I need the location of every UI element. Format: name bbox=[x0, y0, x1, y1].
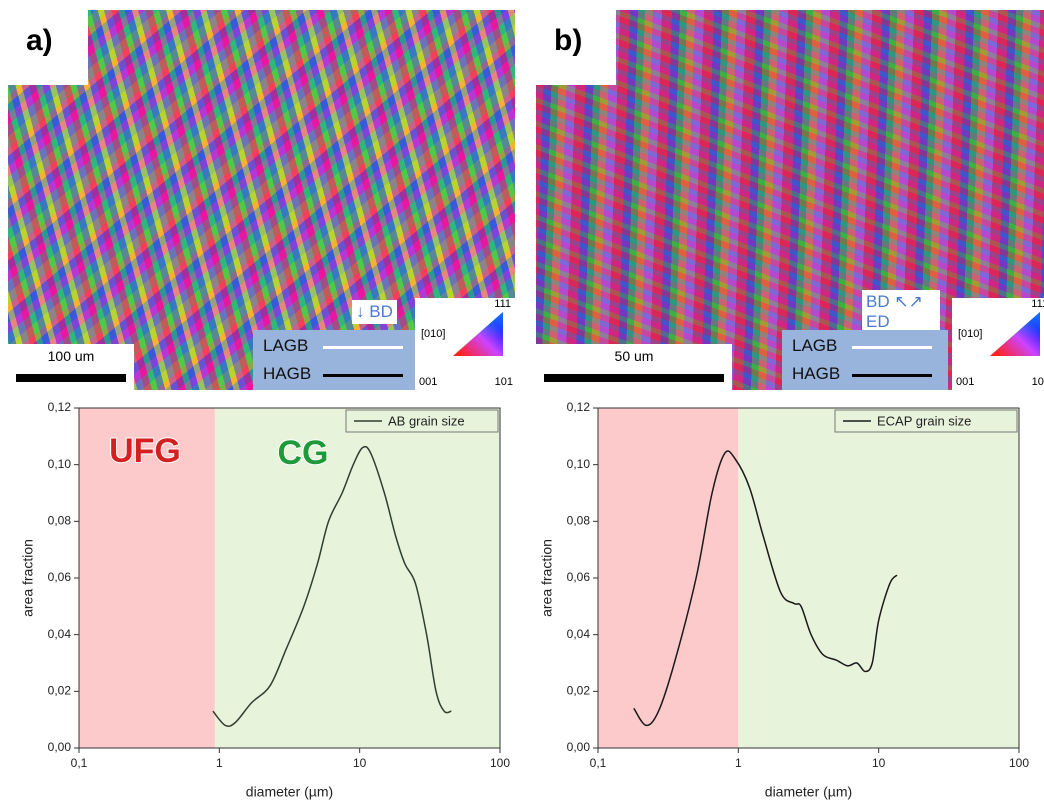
ipf-corner: 001 bbox=[419, 376, 437, 388]
direction: BD ↖↗ ED bbox=[862, 290, 940, 334]
y-axis-label: area fraction bbox=[20, 539, 36, 617]
region bbox=[598, 408, 738, 748]
x-tick-label: 10 bbox=[872, 756, 886, 770]
y-tick-label: 0,10 bbox=[48, 457, 72, 471]
boundary-label: LAGB bbox=[792, 336, 837, 356]
legend-label: ECAP grain size bbox=[877, 413, 971, 428]
x-tick-label: 100 bbox=[1009, 756, 1029, 770]
scale-text: 100 um bbox=[48, 348, 95, 364]
y-tick-label: 0,02 bbox=[48, 684, 72, 698]
ipf-axis: [010] bbox=[958, 328, 982, 340]
ipf-key: 111 [010] 001 101 bbox=[952, 298, 1044, 390]
scale-bar: 50 um bbox=[536, 344, 732, 390]
x-tick-label: 0,1 bbox=[590, 756, 607, 770]
ipf-corner: 111 bbox=[494, 298, 511, 310]
ipf-corner: 101 bbox=[495, 376, 513, 388]
x-tick-label: 1 bbox=[216, 756, 223, 770]
region-label: CG bbox=[278, 434, 329, 472]
scale-text: 50 um bbox=[615, 348, 654, 364]
x-tick-label: 0,1 bbox=[71, 756, 88, 770]
micrograph: b) 50 um BD ↖↗ ED LAGB HAGB 111 [010] 00… bbox=[536, 10, 1044, 390]
direction-label: ED bbox=[866, 312, 890, 331]
boundary-legend: LAGB HAGB bbox=[782, 330, 948, 390]
legend-label: AB grain size bbox=[388, 413, 465, 428]
micrograph: a) 100 um ↓ BD LAGB HAGB 111 [010] 001 1… bbox=[8, 10, 515, 390]
scale-bar: 100 um bbox=[8, 344, 134, 390]
y-tick-label: 0,00 bbox=[48, 740, 72, 754]
y-axis-label: area fraction bbox=[539, 539, 555, 617]
y-tick-label: 0,12 bbox=[48, 400, 72, 414]
panel-label: a) bbox=[8, 10, 88, 85]
boundary-label: LAGB bbox=[263, 336, 308, 356]
panel-label: b) bbox=[536, 10, 616, 85]
y-tick-label: 0,00 bbox=[567, 740, 591, 754]
ipf-axis: [010] bbox=[421, 328, 445, 340]
y-tick-label: 0,10 bbox=[567, 457, 591, 471]
x-tick-label: 100 bbox=[490, 756, 510, 770]
chart: UFGCG0,11101000,000,020,040,060,080,100,… bbox=[522, 395, 1044, 801]
ipf-corner: 001 bbox=[956, 376, 974, 388]
boundary-label: HAGB bbox=[263, 364, 311, 384]
y-tick-label: 0,12 bbox=[567, 400, 591, 414]
page: a) 100 um ↓ BD LAGB HAGB 111 [010] 001 1… bbox=[0, 0, 1044, 801]
y-tick-label: 0,04 bbox=[567, 627, 591, 641]
x-tick-label: 1 bbox=[735, 756, 742, 770]
direction: ↓ BD bbox=[352, 300, 397, 324]
ipf-corner: 101 bbox=[1032, 376, 1044, 388]
y-tick-label: 0,08 bbox=[567, 514, 591, 528]
y-tick-label: 0,02 bbox=[567, 684, 591, 698]
y-tick-label: 0,08 bbox=[48, 514, 72, 528]
boundary-label: HAGB bbox=[792, 364, 840, 384]
boundary-legend: LAGB HAGB bbox=[253, 330, 419, 390]
direction-label: BD bbox=[866, 292, 890, 311]
chart: UFG CG 0,1 1 10 100 0,00 0,02 0,04 0,06 0,08 0,10 0,… bbox=[0, 395, 522, 801]
x-tick-label: 10 bbox=[353, 756, 367, 770]
region bbox=[738, 408, 1019, 748]
x-axis-label: diameter (µm) bbox=[765, 784, 852, 800]
ipf-corner: 111 bbox=[1031, 298, 1044, 310]
x-axis-label: diameter (µm) bbox=[246, 784, 333, 800]
y-tick-label: 0,06 bbox=[48, 570, 72, 584]
region-label: UFG bbox=[109, 432, 181, 470]
y-tick-label: 0,06 bbox=[567, 570, 591, 584]
ipf-key: 111 [010] 001 101 bbox=[415, 298, 515, 390]
direction-label: BD bbox=[369, 302, 393, 321]
y-tick-label: 0,04 bbox=[48, 627, 72, 641]
